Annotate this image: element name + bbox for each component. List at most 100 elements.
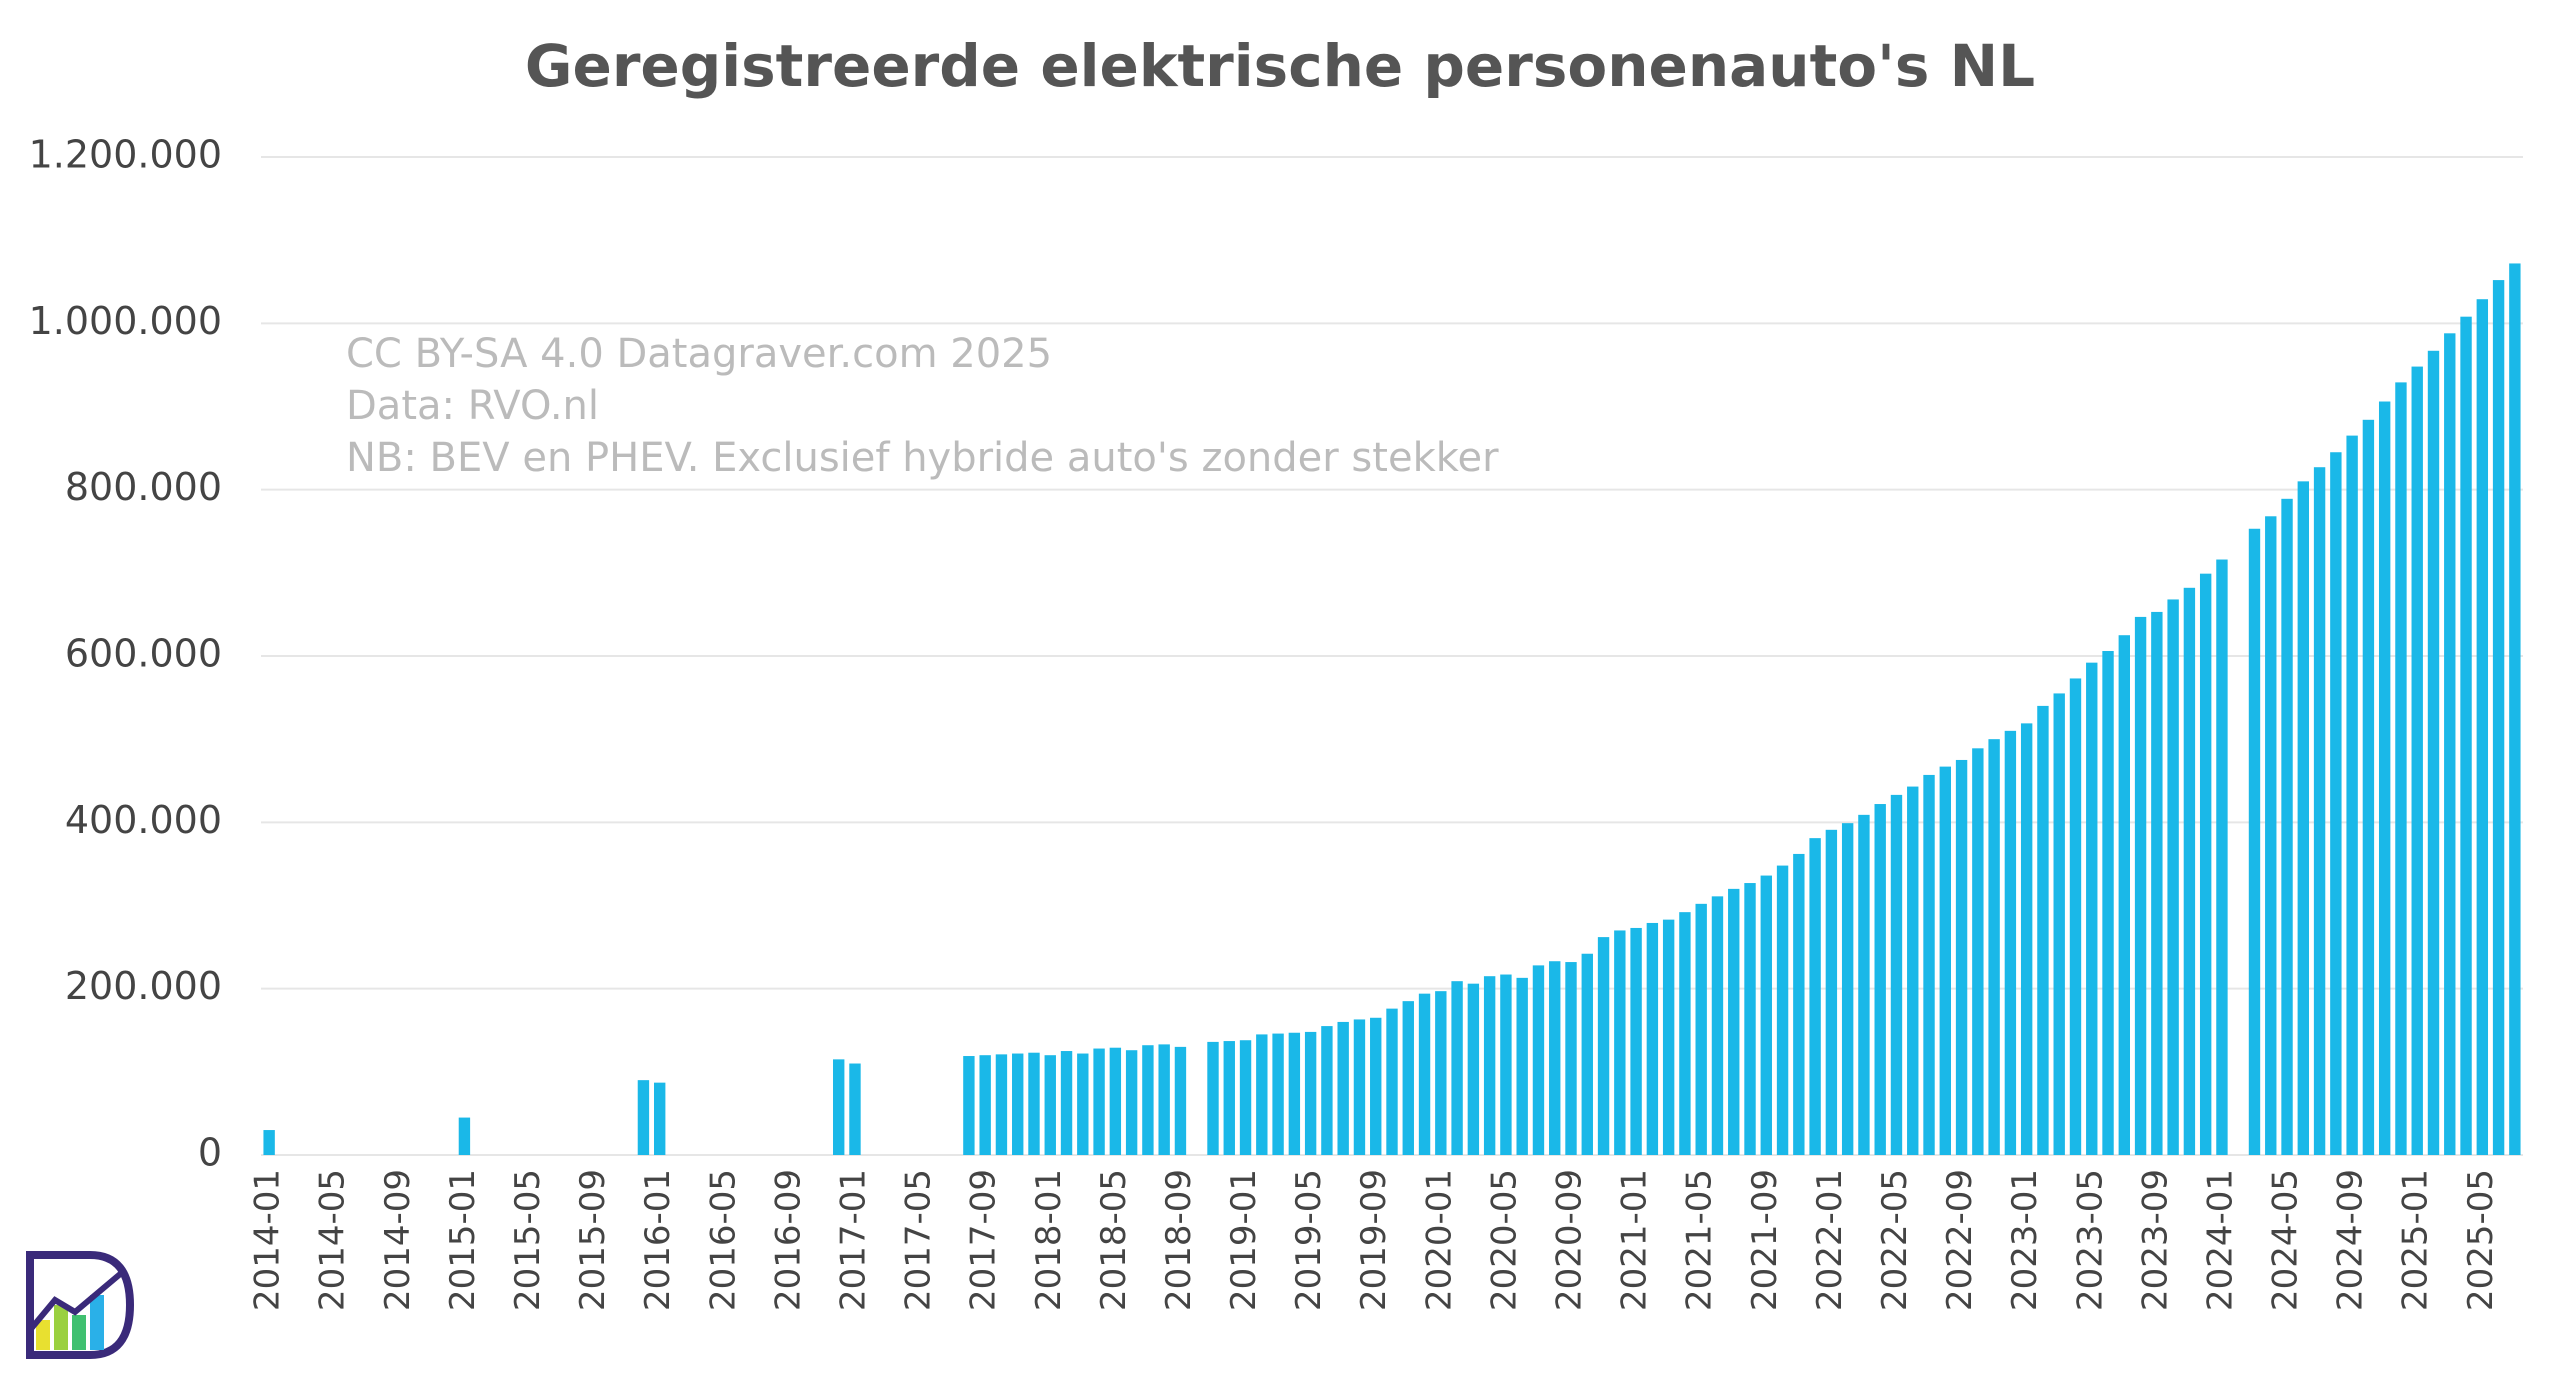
- bar: [1125, 1050, 1138, 1155]
- x-tick-label: 2014-01: [248, 1169, 288, 1311]
- bar: [2069, 678, 2082, 1155]
- bar: [1728, 888, 1740, 1155]
- bar: [2411, 366, 2423, 1156]
- x-tick-label: 2015-01: [443, 1169, 483, 1311]
- x-tick-label: 2018-05: [1094, 1169, 1134, 1311]
- x-tick-label: 2020-05: [1484, 1169, 1524, 1311]
- bar: [1288, 1032, 1301, 1155]
- logo: [26, 1251, 135, 1359]
- bar: [1923, 774, 1935, 1155]
- y-tick-label: 800.000: [65, 465, 222, 509]
- x-tick-label: 2021-09: [1745, 1169, 1785, 1311]
- x-tick-label: 2019-09: [1354, 1169, 1394, 1311]
- x-tick-label: 2018-01: [1029, 1169, 1069, 1311]
- bar: [2460, 316, 2472, 1155]
- x-tick-label: 2016-09: [768, 1169, 808, 1311]
- bar: [849, 1063, 861, 1155]
- x-tick-label: 2025-01: [2396, 1169, 2436, 1311]
- bar: [1630, 927, 1642, 1155]
- bar: [1077, 1053, 1089, 1155]
- bar: [2265, 516, 2277, 1155]
- bar: [1809, 838, 1821, 1155]
- bar: [654, 1082, 666, 1155]
- bar: [2281, 498, 2293, 1155]
- bar: [1793, 853, 1805, 1155]
- bar: [458, 1117, 471, 1155]
- x-tick-label: 2019-01: [1224, 1169, 1264, 1311]
- bar: [2118, 635, 2130, 1155]
- bar: [2378, 401, 2391, 1155]
- bar: [1581, 953, 1593, 1155]
- bar: [2183, 587, 2196, 1155]
- x-tick-label: 2024-09: [2331, 1169, 2371, 1311]
- x-tick-label: 2019-05: [1289, 1169, 1329, 1311]
- bar: [1272, 1033, 1284, 1155]
- bar: [1158, 1044, 1170, 1155]
- bar: [1435, 991, 1447, 1155]
- chart-title: Geregistreerde elektrische personenauto'…: [525, 32, 2035, 100]
- bar: [2199, 573, 2212, 1155]
- x-tick-label: 2015-09: [573, 1169, 613, 1311]
- bar: [2427, 350, 2440, 1155]
- bar: [1142, 1045, 1154, 1155]
- bar: [1500, 974, 1512, 1155]
- bar: [1044, 1055, 1056, 1155]
- bar: [2086, 662, 2098, 1155]
- bar: [1858, 814, 1870, 1155]
- x-tick-label: 2018-09: [1159, 1169, 1199, 1311]
- bar: [1451, 981, 1463, 1155]
- x-tick-label: 2020-01: [1419, 1169, 1459, 1311]
- bar: [1467, 983, 1480, 1155]
- bar: [2053, 693, 2065, 1155]
- bar: [2020, 723, 2033, 1155]
- bar: [1646, 922, 1659, 1155]
- bar: [979, 1055, 991, 1155]
- bar: [1337, 1021, 1349, 1155]
- bar: [833, 1059, 845, 1155]
- bar: [2037, 705, 2049, 1155]
- bar: [1093, 1048, 1105, 1155]
- bar: [1597, 937, 1610, 1155]
- annotation: NB: BEV en PHEV. Exclusief hybride auto'…: [346, 435, 1499, 481]
- bar: [1370, 1017, 1382, 1155]
- bar: [2216, 559, 2228, 1155]
- bar: [2167, 599, 2179, 1155]
- bar: [2134, 616, 2147, 1155]
- x-tick-label: 2024-01: [2200, 1169, 2240, 1311]
- x-tick-label: 2016-05: [703, 1169, 743, 1311]
- x-tick-label: 2022-01: [1810, 1169, 1850, 1311]
- x-tick-label: 2014-05: [313, 1169, 353, 1311]
- bar: [1890, 794, 1903, 1155]
- x-tick-label: 2023-05: [2070, 1169, 2110, 1311]
- bar: [2362, 419, 2375, 1156]
- bar: [1516, 977, 1528, 1155]
- bar: [1662, 919, 1675, 1155]
- bar: [1760, 875, 1772, 1155]
- bar: [1825, 829, 1838, 1155]
- bar: [1402, 1001, 1414, 1155]
- x-tick-label: 2016-01: [638, 1169, 678, 1311]
- y-tick-label: 1.000.000: [29, 299, 222, 343]
- bar: [1174, 1046, 1187, 1155]
- x-tick-label: 2015-05: [508, 1169, 548, 1311]
- bar: [1109, 1047, 1122, 1155]
- x-tick-label: 2021-01: [1615, 1169, 1655, 1311]
- bar: [1907, 786, 1919, 1155]
- bar: [2395, 382, 2407, 1155]
- x-tick-label: 2014-09: [378, 1169, 418, 1311]
- y-tick-label: 1.200.000: [29, 133, 222, 177]
- bar: [2330, 452, 2342, 1155]
- y-tick-label: 400.000: [65, 798, 222, 842]
- x-tick-label: 2017-09: [964, 1169, 1004, 1311]
- bar: [995, 1054, 1008, 1155]
- bar: [2509, 263, 2521, 1155]
- bar: [1012, 1053, 1024, 1155]
- bar: [1418, 993, 1431, 1155]
- bar: [1483, 976, 1496, 1155]
- bar: [1304, 1031, 1317, 1155]
- bar: [1874, 804, 1886, 1155]
- x-tick-label: 2024-05: [2266, 1169, 2306, 1311]
- bar: [637, 1080, 650, 1155]
- bar: [1549, 961, 1561, 1155]
- bar: [2004, 730, 2017, 1155]
